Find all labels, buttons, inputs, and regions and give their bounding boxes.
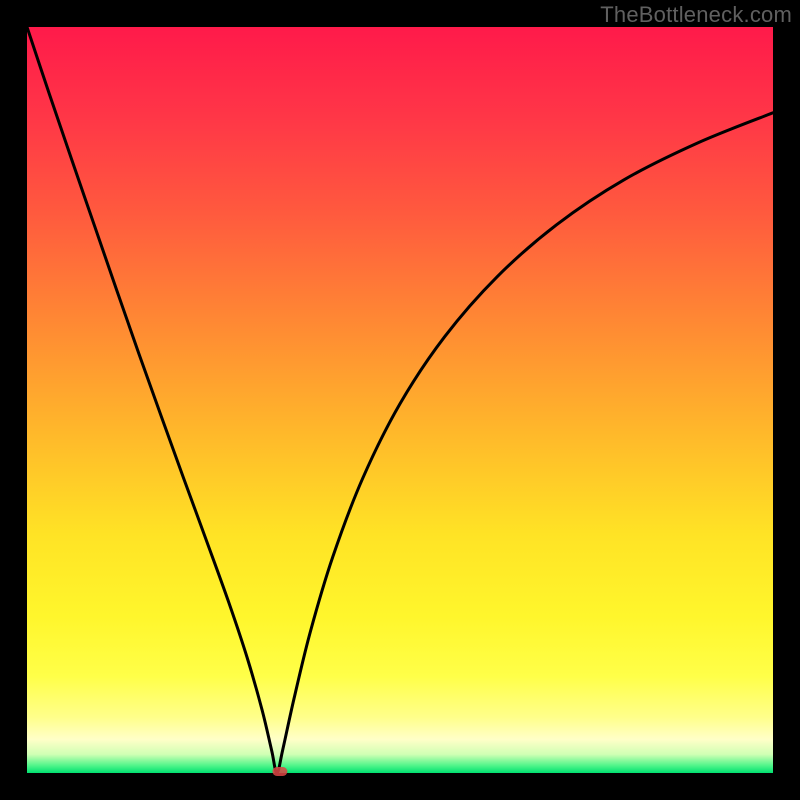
chart-container: TheBottleneck.com <box>0 0 800 800</box>
minimum-marker <box>272 767 287 776</box>
watermark-text: TheBottleneck.com <box>600 2 792 28</box>
bottleneck-chart <box>0 0 800 800</box>
plot-background <box>27 27 773 773</box>
